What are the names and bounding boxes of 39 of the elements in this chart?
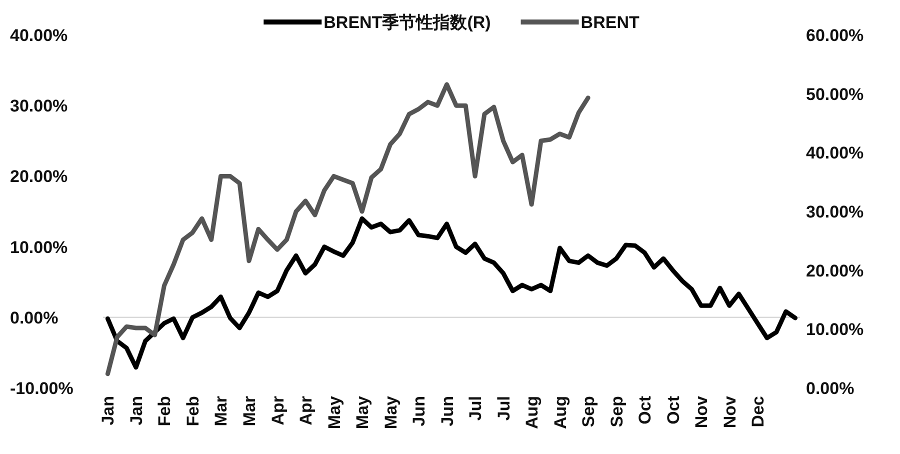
y-tick-label: 20.00% — [10, 167, 68, 186]
y2-tick-label: 20.00% — [806, 261, 864, 280]
x-tick-label: Dec — [748, 396, 768, 428]
x-tick-label: May — [381, 395, 400, 430]
y-tick-label: 40.00% — [10, 26, 68, 45]
x-tick-label: Apr — [268, 396, 288, 426]
x-tick-label: Jan — [98, 396, 118, 426]
y2-tick-label: 40.00% — [806, 144, 864, 163]
x-tick-label: May — [353, 395, 372, 430]
y2-tick-label: 60.00% — [806, 26, 864, 45]
x-tick-label: Jul — [466, 396, 486, 421]
y-tick-label: 30.00% — [10, 96, 68, 116]
x-tick-label: Jan — [126, 396, 146, 426]
y2-tick-label: 30.00% — [806, 202, 864, 222]
legend-label: BRENT — [580, 13, 640, 32]
y2-tick-label: 0.00% — [806, 379, 854, 398]
x-tick-label: Nov — [720, 395, 740, 428]
y-tick-label: 10.00% — [10, 238, 68, 257]
x-tick-label: Mar — [240, 396, 259, 426]
x-tick-label: Feb — [155, 396, 174, 426]
x-tick-label: Sep — [579, 396, 598, 428]
x-tick-label: Mar — [212, 396, 231, 426]
y2-tick-label: 50.00% — [806, 84, 864, 104]
y2-tick-label: 10.00% — [806, 320, 864, 340]
x-tick-label: Aug — [522, 396, 542, 430]
x-tick-label: Nov — [692, 395, 712, 428]
x-tick-label: Feb — [183, 396, 202, 426]
x-tick-label: May — [324, 395, 344, 430]
x-tick-label: Oct — [636, 396, 655, 424]
y-tick-label: -10.00% — [10, 379, 74, 398]
x-tick-label: Jun — [438, 396, 457, 426]
x-tick-label: Jun — [410, 396, 429, 426]
x-tick-label: Jul — [494, 396, 514, 421]
x-tick-label: Sep — [607, 396, 626, 428]
x-tick-label: Aug — [550, 396, 570, 430]
x-tick-label: Apr — [296, 396, 316, 426]
x-tick-label: Oct — [664, 396, 683, 424]
legend-label: BRENT季节性指数(R) — [324, 13, 491, 32]
y-tick-label: 0.00% — [10, 308, 58, 328]
